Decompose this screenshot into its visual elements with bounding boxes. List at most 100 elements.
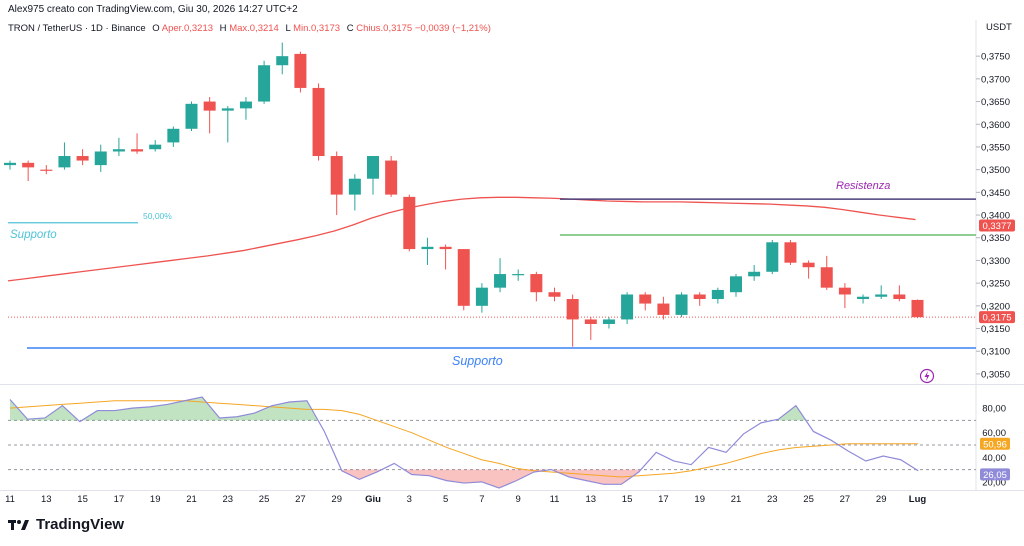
axis-layer: 0,3750 0,3700 0,3650 0,3600 0,3550 0,3500 0,34… xyxy=(5,52,1015,505)
candle-body xyxy=(203,101,216,111)
date-tick-label: 11 xyxy=(5,494,15,505)
tradingview-logo-icon xyxy=(8,519,29,530)
date-tick-label: 23 xyxy=(223,494,234,505)
date-tick-label: 3 xyxy=(407,494,412,505)
price-tick-label: 0,3100 xyxy=(981,347,1010,358)
candle-body xyxy=(566,299,579,320)
moving-average-line xyxy=(7,196,916,282)
rsi-ma-line xyxy=(9,400,919,478)
candle-body xyxy=(766,242,779,272)
candle-body xyxy=(294,53,307,88)
ohlc-legend: TRON / TetherUS · 1D · Binance O Aper.0,… xyxy=(8,23,491,34)
price-tick-label: 0,3400 xyxy=(981,211,1010,222)
candle-body xyxy=(748,271,761,277)
support-label: Supporto xyxy=(452,354,503,368)
date-tick-label: 17 xyxy=(658,494,669,505)
date-tick-label: 29 xyxy=(876,494,887,505)
candle-body xyxy=(22,162,35,168)
rsi-value-badge xyxy=(980,468,1010,481)
candle-body xyxy=(276,56,289,66)
candle-body xyxy=(149,144,162,150)
rsi-tick-label: 80,00 xyxy=(982,404,1006,415)
price-tick-label: 0,3700 xyxy=(981,74,1010,85)
price-badge xyxy=(979,311,1015,324)
price-tick-label: 0,3200 xyxy=(981,301,1010,312)
candle-body xyxy=(330,156,343,195)
price-tick-label: 0,3550 xyxy=(981,142,1010,153)
price-tick-label: 0,3600 xyxy=(981,120,1010,131)
date-tick-label: 21 xyxy=(186,494,197,505)
brand-name: TradingView xyxy=(36,516,125,533)
legend-low-label: L xyxy=(285,23,291,34)
price-unit-label: USDT xyxy=(986,22,1012,33)
price-badge-label: 0,3377 xyxy=(982,221,1011,232)
price-tick-label: 0,3050 xyxy=(981,369,1010,380)
rsi-tick-label: 60,00 xyxy=(982,428,1006,439)
date-tick-label: 15 xyxy=(622,494,633,505)
date-tick-label: 23 xyxy=(767,494,778,505)
candle-body xyxy=(512,274,525,276)
date-tick-label: 21 xyxy=(731,494,742,505)
candle-body xyxy=(693,294,706,300)
legend-symbol[interactable]: TRON / TetherUS · 1D · Binance xyxy=(8,23,146,34)
date-tick-label: 15 xyxy=(77,494,88,505)
candle-body xyxy=(258,65,271,102)
rsi-overbought-fill xyxy=(10,397,806,421)
fib-level-label: 50,00% xyxy=(143,211,172,221)
date-tick-label: 13 xyxy=(41,494,52,505)
candle-body xyxy=(621,294,634,320)
candle-body xyxy=(221,108,234,111)
legend-high-label: H xyxy=(219,23,227,34)
legend-open-value: Aper.0,3213 xyxy=(161,23,214,34)
candle-body xyxy=(367,156,379,179)
date-tick-label: Giu xyxy=(365,494,381,505)
date-tick-label: 11 xyxy=(550,494,560,505)
rsi-line xyxy=(9,396,919,489)
chart-author-line: Alex975 creato con TradingView.com, Giu … xyxy=(8,4,298,15)
candle-body xyxy=(312,87,325,157)
candle-body xyxy=(838,287,851,295)
candle-body xyxy=(385,160,398,195)
tradingview-brand[interactable]: TradingView xyxy=(8,516,124,533)
price-tick-label: 0,3500 xyxy=(981,165,1010,176)
legend-close-value: Chius.0,3175 xyxy=(356,23,413,34)
candle-body xyxy=(730,276,742,293)
candle-body xyxy=(40,169,53,171)
candle-body xyxy=(675,294,688,315)
date-tick-label: 13 xyxy=(586,494,597,505)
candle-body xyxy=(820,267,833,288)
price-tick-label: 0,3650 xyxy=(981,97,1010,108)
date-tick-label: Lug xyxy=(909,494,927,505)
candle-body xyxy=(131,149,144,152)
price-tick-label: 0,3750 xyxy=(981,52,1010,63)
price-badge-label: 0,3175 xyxy=(982,313,1011,324)
rsi-tick-label: 20,00 xyxy=(982,477,1006,488)
candle-body xyxy=(639,294,652,304)
candle-body xyxy=(439,246,452,250)
candle-body xyxy=(475,287,488,306)
price-badge xyxy=(979,219,1015,232)
candle-body xyxy=(875,294,888,297)
candle-body xyxy=(802,262,815,268)
date-tick-label: 5 xyxy=(443,494,448,505)
date-tick-label: 25 xyxy=(259,494,270,505)
candle-body xyxy=(911,299,924,318)
legend-low-value: Min.0,3173 xyxy=(293,23,341,34)
rsi-value-badge-label: 26,05 xyxy=(983,470,1007,481)
lightning-icon xyxy=(919,368,935,384)
candle-body xyxy=(76,156,89,161)
candle-body xyxy=(112,149,125,152)
date-tick-label: 9 xyxy=(516,494,521,505)
resistance-label: Resistenza xyxy=(836,180,890,192)
price-tick-label: 0,3150 xyxy=(981,324,1010,335)
candle-body xyxy=(4,162,16,166)
price-tick-label: 0,3350 xyxy=(981,233,1010,244)
date-tick-label: 29 xyxy=(331,494,342,505)
date-tick-label: 19 xyxy=(150,494,161,505)
price-tick-label: 0,3300 xyxy=(981,256,1010,267)
date-tick-label: 17 xyxy=(114,494,125,505)
date-tick-label: 19 xyxy=(694,494,705,505)
candle-body xyxy=(530,274,543,293)
legend-high-value: Max.0,3214 xyxy=(229,23,279,34)
